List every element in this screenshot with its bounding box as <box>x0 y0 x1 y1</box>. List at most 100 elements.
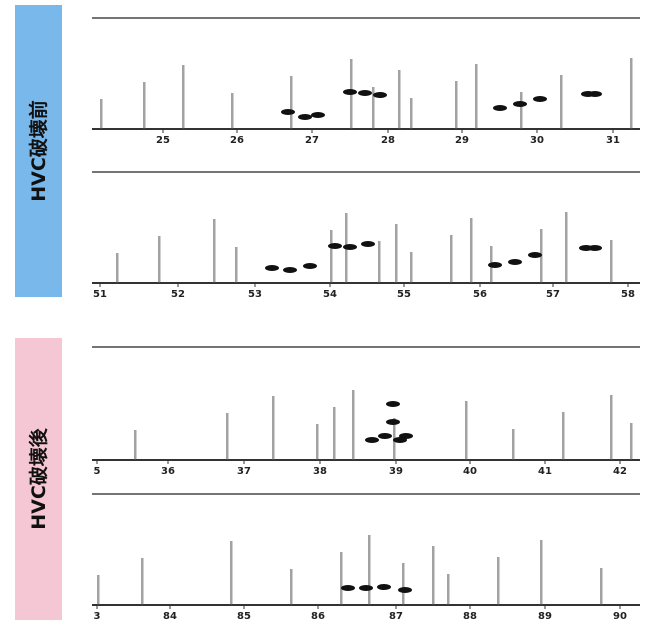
tick-label: 58 <box>621 289 635 300</box>
spectro-streak <box>100 99 103 129</box>
spectro-note <box>265 265 279 271</box>
tick-label: 31 <box>606 135 620 146</box>
spectro-streak <box>395 224 398 283</box>
tick-label: 57 <box>546 289 560 300</box>
spectro-streak <box>512 429 515 460</box>
spectro-note <box>399 433 413 439</box>
tick-label: 42 <box>613 466 627 477</box>
spectro-note <box>281 109 295 115</box>
spectro-note <box>488 262 502 268</box>
spectro-note <box>398 587 412 593</box>
tick-label: 87 <box>389 611 403 622</box>
tick-label: 86 <box>311 611 325 622</box>
spectro-streak <box>158 236 161 283</box>
tick-label: 55 <box>397 289 411 300</box>
tick-label: 28 <box>381 135 395 146</box>
tick-label: 88 <box>463 611 477 622</box>
spectro-streak <box>610 395 613 460</box>
spectro-streak <box>470 218 473 283</box>
spectro-streak <box>340 552 343 605</box>
spectro-streak <box>316 424 319 460</box>
before-box <box>15 5 62 297</box>
tick-label: 53 <box>248 289 262 300</box>
spectro-note <box>588 245 602 251</box>
spectro-streak <box>368 535 371 605</box>
spectro-note <box>341 585 355 591</box>
spectro-streak <box>272 396 275 460</box>
spectro-note <box>311 112 325 118</box>
spectro-streak <box>565 212 568 283</box>
spectro-streak <box>475 64 478 129</box>
spectro-note <box>508 259 522 265</box>
spectro-streak <box>372 87 375 129</box>
spectro-note <box>386 401 400 407</box>
spectro-note <box>377 584 391 590</box>
tick-label: 85 <box>237 611 251 622</box>
after-box <box>15 338 62 620</box>
spectro-streak <box>226 413 229 460</box>
spectro-streak <box>450 235 453 283</box>
spectro-streak <box>455 81 458 129</box>
spectro-streak <box>465 401 468 460</box>
tick-label: 40 <box>463 466 477 477</box>
spectro-streak <box>630 58 633 129</box>
tick-label: 51 <box>93 289 107 300</box>
before-label: HVC破壊前 <box>27 100 50 202</box>
spectro-note <box>283 267 297 273</box>
spectro-note <box>328 243 342 249</box>
tick-label: 52 <box>171 289 185 300</box>
after-label: HVC破壊後 <box>27 427 50 530</box>
spectro-streak <box>447 574 450 605</box>
tick-label: 56 <box>473 289 487 300</box>
spectro-note <box>358 90 372 96</box>
spectro-streak <box>213 219 216 283</box>
spectro-streak <box>141 558 144 605</box>
tick-label: 30 <box>530 135 544 146</box>
spectro-note <box>343 244 357 250</box>
spectro-note <box>359 585 373 591</box>
tick-label: 38 <box>313 466 327 477</box>
spectro-note <box>378 433 392 439</box>
spectro-streak <box>630 423 633 460</box>
spectro-streak <box>562 412 565 460</box>
tick-label: 26 <box>230 135 244 146</box>
spectro-streak <box>143 82 146 129</box>
spectro-streak <box>410 98 413 129</box>
tick-label: 25 <box>156 135 170 146</box>
spectro-streak <box>235 247 238 283</box>
tick-label: 29 <box>455 135 469 146</box>
spectro-note <box>528 252 542 258</box>
spectro-streak <box>398 70 401 129</box>
spectro-note <box>513 101 527 107</box>
spectro-streak <box>560 75 563 129</box>
tick-label: 90 <box>613 611 627 622</box>
tick-label: 89 <box>538 611 552 622</box>
spectro-streak <box>290 569 293 605</box>
tick-label: 36 <box>161 466 175 477</box>
spectro-note <box>298 114 312 120</box>
spectro-note <box>493 105 507 111</box>
spectro-streak <box>540 540 543 605</box>
spectro-streak <box>231 93 234 129</box>
spectro-streak <box>432 546 435 605</box>
tick-label: 27 <box>305 135 319 146</box>
spectro-streak <box>410 252 413 283</box>
spectro-streak <box>600 568 603 605</box>
tick-label: 39 <box>389 466 403 477</box>
spectro-streak <box>333 407 336 460</box>
tick-label: 3 <box>94 611 101 622</box>
spectro-note <box>365 437 379 443</box>
spectro-note <box>533 96 547 102</box>
tick-label: 84 <box>163 611 177 622</box>
spectro-note <box>386 419 400 425</box>
spectro-streak <box>402 563 405 605</box>
spectro-streak <box>290 76 293 129</box>
spectro-note <box>343 89 357 95</box>
spectro-streak <box>134 430 137 460</box>
spectro-streak <box>116 253 119 283</box>
spectro-streak <box>352 390 355 460</box>
spectro-streak <box>497 557 500 605</box>
spectro-streak <box>378 241 381 283</box>
spectro-note <box>303 263 317 269</box>
